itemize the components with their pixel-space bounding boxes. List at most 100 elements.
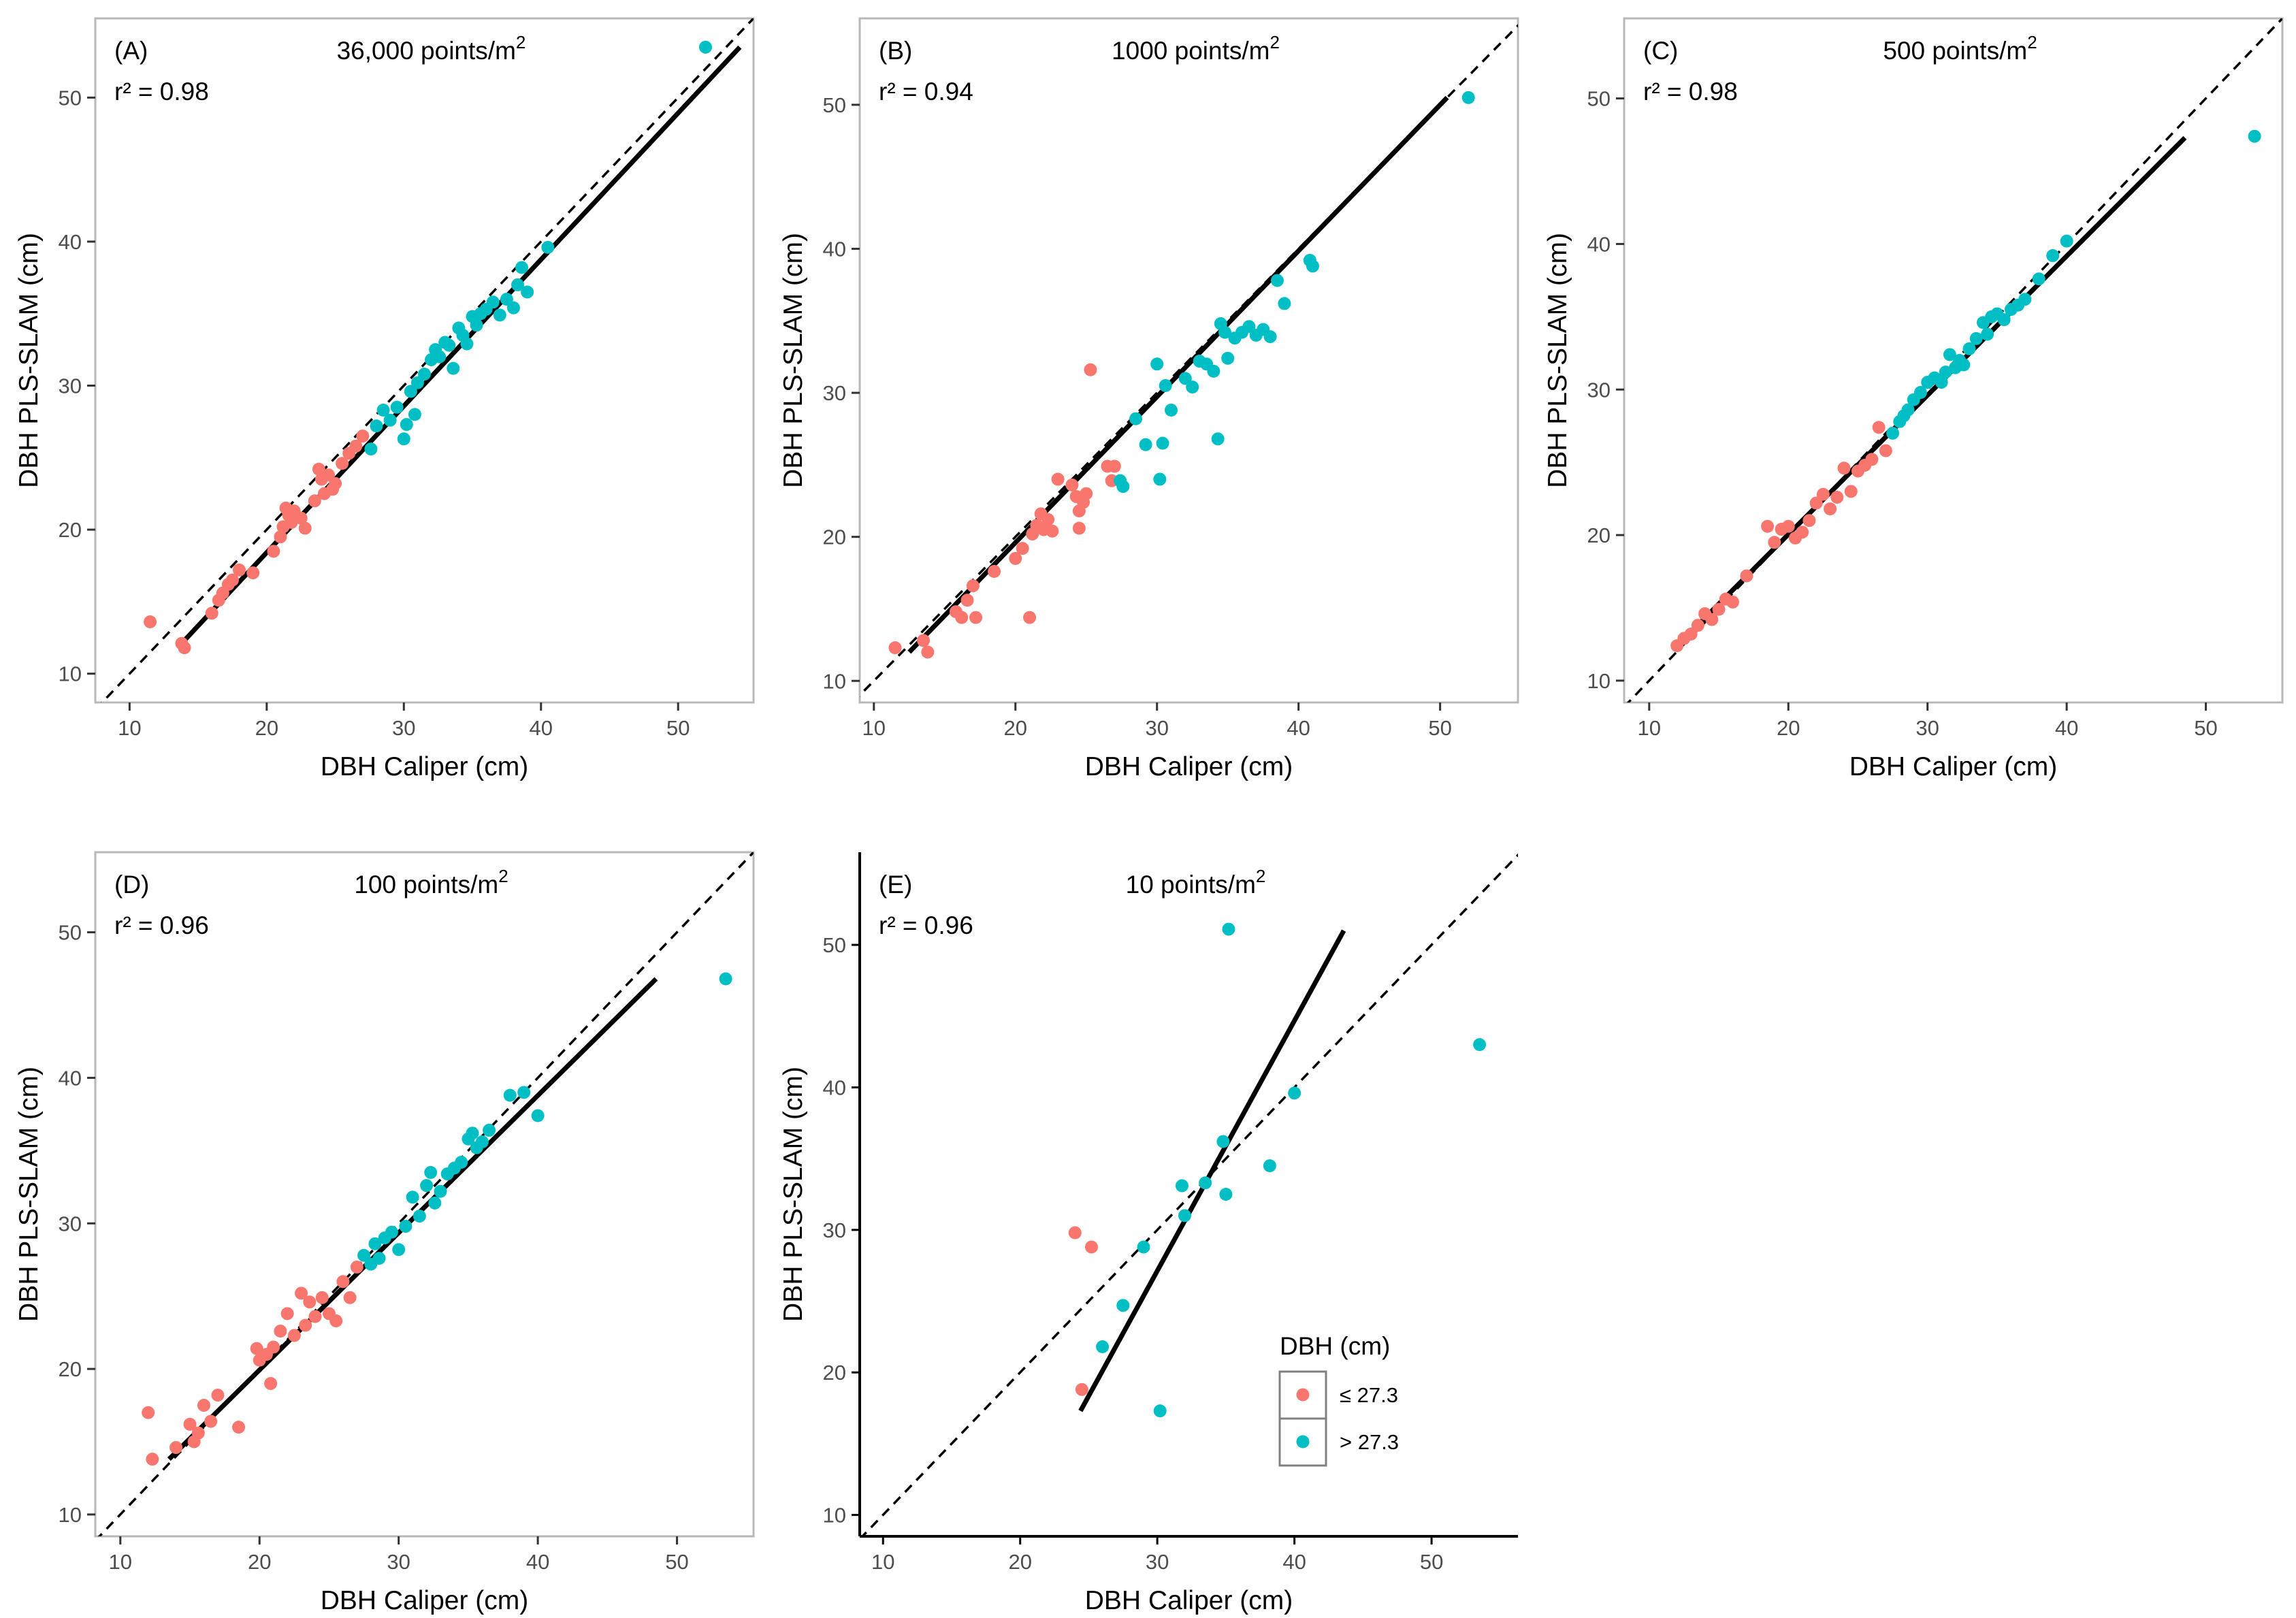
data-point [183,1417,197,1431]
data-point [1207,364,1220,378]
data-point [1781,519,1795,533]
data-point [1216,1135,1230,1148]
density-text: 500 points/m [1883,37,2027,65]
y-tick-label: 40 [1587,232,1611,256]
data-point [424,1165,438,1179]
y-tick-label: 30 [823,381,846,405]
data-point [433,350,447,363]
data-point [1684,628,1698,641]
one-to-one-line [860,24,1518,697]
data-point [966,579,980,593]
data-point [1879,444,1892,457]
data-point [517,1086,531,1099]
x-tick-label: 40 [1287,716,1310,740]
y-axis-title: DBH PLS-SLAM (cm) [14,233,44,488]
data-point [400,418,413,432]
data-point [1175,1179,1189,1193]
y-tick-label: 30 [59,374,82,398]
density-superscript: 2 [2027,32,2037,52]
data-point [470,319,483,332]
data-point [460,337,474,351]
data-point [1046,524,1059,538]
panel-label: (B) [879,37,912,65]
data-point [1712,602,1726,616]
data-point [1288,1086,1301,1100]
r-squared-label: r² = 0.96 [114,911,209,939]
panel-border [858,17,1519,704]
data-point [1080,487,1093,500]
data-point [197,1399,210,1412]
x-tick-label: 40 [2055,716,2078,740]
data-point [267,1340,280,1354]
y-tick-label: 10 [1587,669,1611,693]
data-point [178,641,191,655]
data-point [142,1406,155,1419]
data-point [406,1191,419,1204]
x-tick-label: 40 [529,716,552,740]
data-point [1156,436,1169,450]
data-point [169,1441,183,1455]
y-tick-label: 40 [823,1075,846,1099]
legend-swatch-large [1296,1435,1310,1449]
data-point [1242,320,1256,334]
data-point [1844,485,1858,498]
data-point [372,1252,386,1265]
density-superscript: 2 [516,32,526,52]
x-tick-label: 50 [1420,1550,1443,1574]
series-small-dbh [1068,1226,1098,1396]
legend-label: ≤ 27.3 [1340,1383,1398,1407]
x-axis-title: DBH Caliper (cm) [321,752,529,781]
y-tick-label: 10 [59,662,82,686]
data-point [413,1210,426,1223]
data-point [205,606,219,620]
density-title: 1000 points/m2 [1112,32,1280,65]
data-point [1962,342,1976,355]
y-tick-label: 50 [59,921,82,945]
data-point [1872,421,1886,434]
data-point [969,611,983,624]
data-point [466,1127,479,1140]
data-point [2032,272,2046,286]
one-to-one-line [860,853,1518,1536]
panel-c: 10 20 30 40 50 10 20 30 40 50 DBH Caliper (cm) DBH … [1543,17,2284,781]
data-point [280,1307,294,1321]
data-point [1186,381,1199,394]
data-point [493,308,506,322]
y-tick-label: 20 [823,525,846,549]
panel-b: 10 20 30 40 50 10 20 30 40 50 DBH Caliper (cm) DBH … [779,17,1519,781]
data-point [191,1426,205,1440]
data-point [483,1123,496,1137]
one-to-one-line [97,852,754,1536]
data-point [1153,472,1167,486]
data-point [1943,348,1956,361]
data-point [1084,1240,1098,1254]
data-point [1913,386,1927,400]
data-point [312,462,325,476]
x-tick-label: 20 [248,1550,271,1574]
data-point [350,1260,363,1274]
data-point [349,439,363,453]
x-tick-label: 50 [2194,716,2217,740]
data-point [1802,514,1816,528]
series-large-dbh [1114,91,1475,494]
data-point [1824,502,1837,516]
y-axis-title: DBH PLS-SLAM (cm) [14,1067,44,1322]
legend-title: DBH (cm) [1280,1332,1390,1360]
density-superscript: 2 [1256,866,1265,886]
data-point [264,1376,278,1390]
y-tick-label: 10 [823,1504,846,1527]
data-point [1768,536,1781,549]
data-point [888,641,902,655]
density-superscript: 2 [498,866,508,886]
y-tick-label: 50 [1587,87,1611,111]
x-tick-label: 30 [392,716,415,740]
data-point [146,1453,159,1466]
y-tick-label: 30 [1587,378,1611,402]
panel-label: (D) [114,871,149,899]
panel-border [94,17,755,704]
data-point [1218,325,1232,339]
data-point [1139,438,1152,451]
y-tick-label: 50 [823,933,846,957]
data-point [1761,519,1775,533]
data-point [442,338,456,352]
